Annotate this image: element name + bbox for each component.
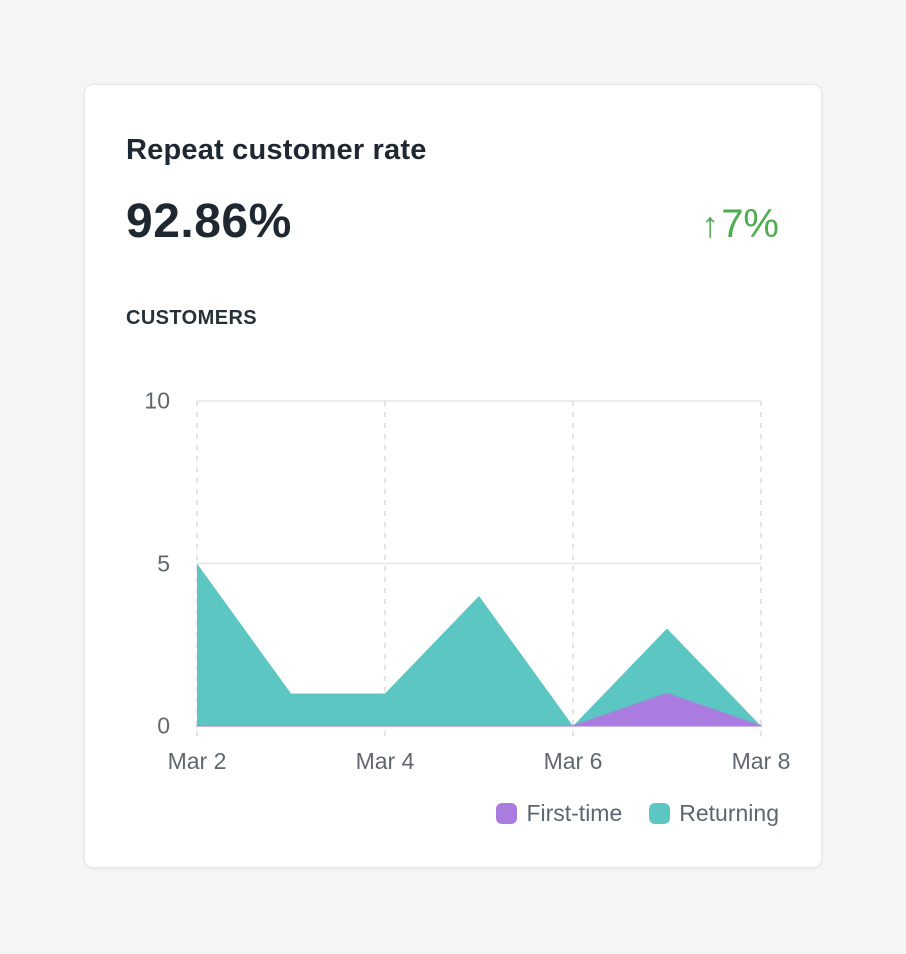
y-axis-tick-10: 10 xyxy=(144,387,170,414)
x-axis-tick: Mar 8 xyxy=(731,748,791,774)
x-axis: Mar 2 Mar 4 Mar 6 Mar 8 xyxy=(168,726,791,774)
metric-row: 92.86% ↑7% xyxy=(126,194,779,249)
y-axis-tick-5: 5 xyxy=(157,550,170,577)
repeat-customer-rate-card: Repeat customer rate 92.86% ↑7% CUSTOMER… xyxy=(84,84,822,868)
metric-delta-value: 7% xyxy=(721,202,779,246)
legend-swatch-first-time-icon xyxy=(496,803,518,824)
legend-item-returning: Returning xyxy=(649,800,779,827)
x-axis-tick: Mar 4 xyxy=(355,748,415,774)
chart-legend: First-time Returning xyxy=(126,800,779,827)
legend-swatch-returning-icon xyxy=(649,803,671,824)
legend-label-first-time: First-time xyxy=(526,800,623,826)
metric-value: 92.86% xyxy=(126,195,292,248)
customers-area-chart: 10 5 0 Mar 2 Mar 4 Mar 6 Mar 8 xyxy=(126,388,790,775)
x-axis-tick: Mar 6 xyxy=(543,748,603,774)
section-label: CUSTOMERS xyxy=(126,307,258,329)
y-axis-tick-0: 0 xyxy=(157,712,170,739)
x-axis-tick: Mar 2 xyxy=(167,748,227,774)
legend-item-first-time: First-time xyxy=(496,800,622,827)
up-arrow-icon: ↑ xyxy=(701,204,720,245)
card-title: Repeat customer rate xyxy=(126,134,427,166)
metric-delta: ↑7% xyxy=(701,202,779,247)
plot-area xyxy=(196,400,762,736)
legend-label-returning: Returning xyxy=(679,800,779,826)
